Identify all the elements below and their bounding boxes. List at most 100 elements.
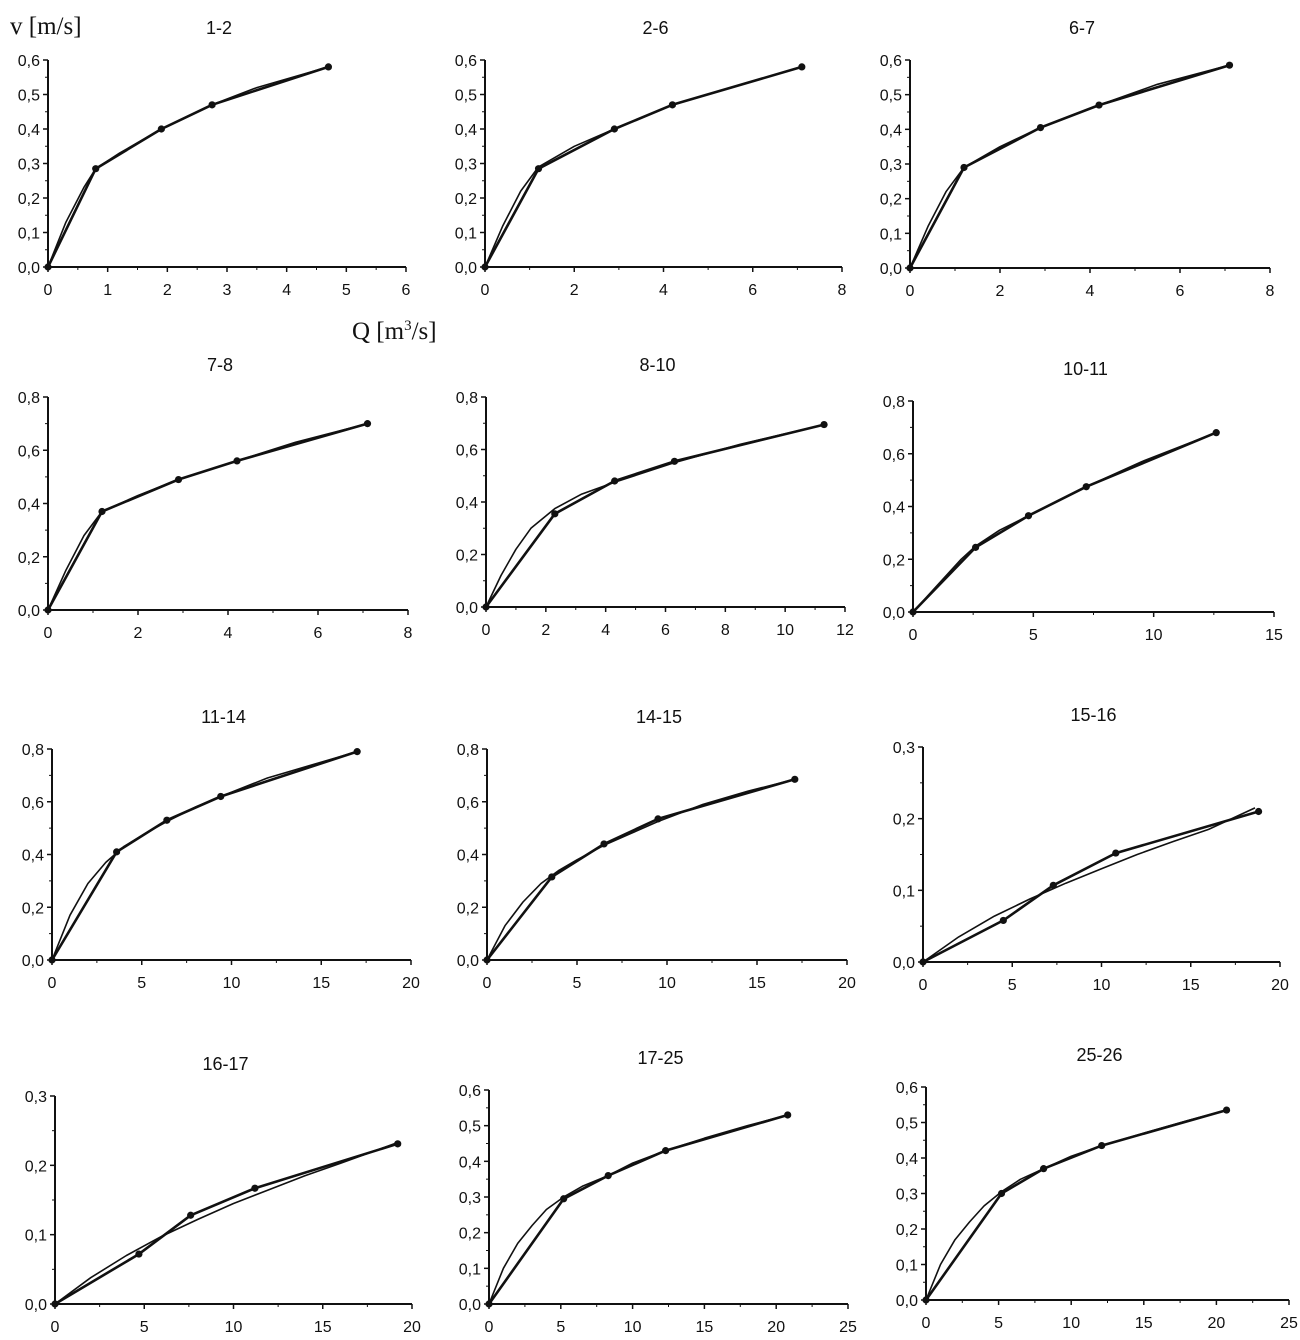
- y-tick-label: 0,4: [18, 497, 40, 514]
- x-tick-label: 15: [312, 975, 330, 992]
- x-tick-label: 0: [485, 1319, 494, 1336]
- y-tick-label: 0,0: [25, 1297, 47, 1314]
- series-line-measured: [483, 65, 803, 268]
- x-tick-label: 0: [48, 975, 57, 992]
- y-tick-label: 0,2: [457, 900, 479, 917]
- y-tick-label: 0,3: [459, 1190, 481, 1207]
- y-tick-label: 0,6: [455, 53, 477, 70]
- data-point: [324, 63, 333, 71]
- series-line-measured: [924, 1108, 1227, 1301]
- chart-panel: 7-8 0,0 0,2 0,4 0,6 0,8 0 2 4 6 8: [18, 355, 413, 642]
- data-point: [251, 1184, 259, 1192]
- y-tick-label: 0,5: [18, 88, 40, 105]
- y-tick-label: 0,1: [896, 1258, 918, 1275]
- x-tick-label: 2: [134, 625, 143, 642]
- series-line-fitted: [485, 423, 825, 608]
- x-tick-label: 15: [696, 1319, 714, 1336]
- data-point: [1212, 429, 1220, 437]
- y-tick-label: 0,3: [893, 740, 915, 757]
- x-tick-label: 10: [624, 1319, 642, 1336]
- chart-panel: 14-15 0,0 0,2 0,4 0,6 0,8 0 5 10 15 20: [457, 707, 856, 992]
- y-tick-label: 0,6: [459, 1083, 481, 1100]
- x-tick-label: 5: [342, 282, 351, 299]
- chart-title: 25-26: [1076, 1045, 1122, 1065]
- chart-title: 16-17: [202, 1054, 248, 1074]
- x-tick-label: 10: [776, 622, 794, 639]
- y-tick-label: 0,2: [880, 192, 902, 209]
- data-point: [999, 916, 1007, 925]
- chart-panel: 15-16 0,0 0,1 0,2 0,3 0 5 10 15 20: [893, 705, 1289, 994]
- x-tick-label: 0: [919, 977, 928, 994]
- y-tick-label: 0,6: [22, 795, 44, 812]
- y-tick-label: 0,1: [880, 226, 902, 243]
- series-line-measured: [54, 1142, 399, 1306]
- y-tick-label: 0,0: [880, 261, 902, 278]
- chart-title: 6-7: [1069, 18, 1095, 38]
- chart-title: 11-14: [201, 707, 246, 727]
- x-tick-label: 2: [570, 282, 579, 299]
- y-tick-label: 0,4: [455, 122, 477, 139]
- chart-title: 14-15: [636, 707, 682, 727]
- y-tick-label: 0,3: [25, 1089, 47, 1106]
- chart-panel: 10-11 0,0 0,2 0,4 0,6 0,8 0 5 10 15: [883, 359, 1283, 644]
- series-line-fitted: [47, 66, 329, 268]
- y-tick-label: 0,4: [880, 122, 902, 139]
- chart-panel: 6-7 0,0 0,1 0,2 0,3 0,4 0,5 0,6 0 2 4 6 8: [880, 18, 1275, 300]
- x-tick-label: 0: [482, 622, 491, 639]
- y-tick-label: 0,5: [896, 1116, 918, 1133]
- y-tick-label: 0,4: [456, 495, 478, 512]
- y-tick-label: 0,0: [18, 603, 40, 620]
- y-tick-label: 0,4: [457, 848, 479, 865]
- y-tick-label: 0,0: [457, 953, 479, 970]
- y-tick-label: 0,0: [893, 955, 915, 972]
- x-tick-label: 15: [1265, 627, 1283, 644]
- x-tick-label: 5: [137, 975, 146, 992]
- y-tick-label: 0,1: [893, 883, 915, 900]
- data-point: [1254, 807, 1263, 816]
- x-tick-label: 6: [402, 282, 411, 299]
- y-tick-label: 0,6: [896, 1080, 918, 1097]
- x-tick-label: 20: [402, 975, 420, 992]
- y-tick-label: 0,1: [25, 1228, 47, 1245]
- data-point: [187, 1211, 195, 1219]
- y-tick-label: 0,0: [883, 605, 905, 622]
- x-tick-label: 10: [1145, 627, 1163, 644]
- x-tick-label: 8: [404, 625, 413, 642]
- chart-title: 10-11: [1063, 359, 1108, 379]
- x-tick-label: 4: [1086, 283, 1095, 300]
- y-tick-label: 0,2: [893, 812, 915, 829]
- series-line-fitted: [909, 64, 1230, 269]
- chart-panel: 2-6 0,0 0,1 0,2 0,3 0,4 0,5 0,6 0 2 4 6 8: [455, 18, 847, 299]
- y-tick-label: 0,4: [18, 122, 40, 139]
- chart-panel: 1-2 0,0 0,1 0,2 0,3 0,4 0,5 0,6 0 1 2 3 4 5 6: [18, 18, 411, 299]
- x-tick-label: 4: [282, 282, 291, 299]
- y-tick-label: 0,6: [18, 443, 40, 460]
- chart-title: 15-16: [1070, 705, 1116, 725]
- x-tick-label: 5: [994, 1315, 1003, 1332]
- series-line-measured: [46, 422, 368, 611]
- data-point: [997, 1189, 1006, 1198]
- chart-title: 8-10: [639, 355, 675, 375]
- x-tick-label: 2: [541, 622, 550, 639]
- series-line-measured: [484, 423, 825, 608]
- x-tick-label: 10: [658, 975, 676, 992]
- y-tick-label: 0,3: [896, 1187, 918, 1204]
- x-tick-label: 25: [1280, 1315, 1298, 1332]
- y-tick-label: 0,0: [896, 1293, 918, 1310]
- x-tick-label: 20: [838, 975, 856, 992]
- series-line-measured: [485, 778, 796, 961]
- data-point: [560, 1195, 568, 1203]
- y-tick-label: 0,4: [459, 1154, 481, 1171]
- series-line-fitted: [925, 1109, 1227, 1301]
- x-tick-label: 2: [996, 283, 1005, 300]
- x-tick-label: 0: [909, 627, 918, 644]
- x-tick-label: 0: [483, 975, 492, 992]
- y-tick-label: 0,8: [456, 390, 478, 407]
- x-tick-label: 10: [1062, 1315, 1080, 1332]
- y-tick-label: 0,8: [18, 390, 40, 407]
- x-tick-label: 15: [314, 1319, 332, 1336]
- chart-panel: 11-14 0,0 0,2 0,4 0,6 0,8 0 5 10 15 20: [22, 707, 420, 992]
- y-tick-label: 0,3: [18, 157, 40, 174]
- y-tick-label: 0,1: [18, 226, 40, 243]
